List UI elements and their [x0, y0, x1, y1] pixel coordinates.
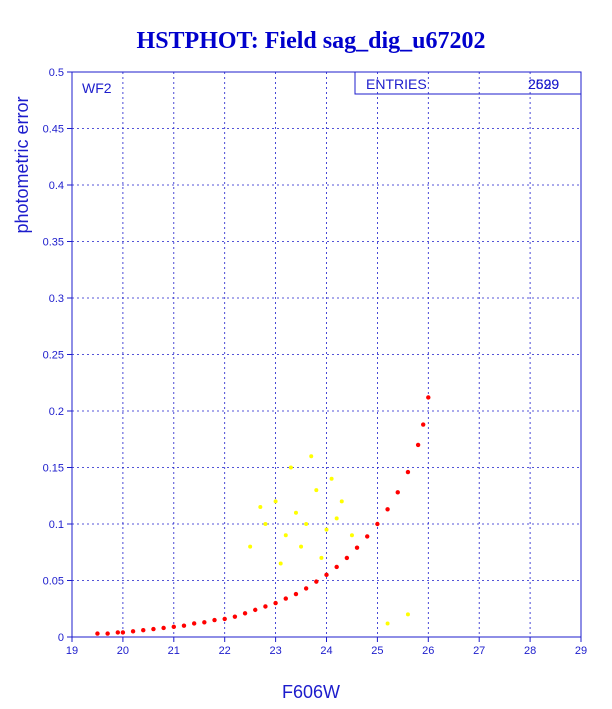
- red-data-point: [426, 395, 431, 400]
- red-data-point: [421, 422, 426, 427]
- red-data-point: [293, 591, 299, 597]
- yellow-data-point: [405, 612, 410, 617]
- yellow-data-point: [334, 516, 339, 521]
- x-tick-label: 26: [422, 645, 434, 657]
- yellow-data-point: [288, 465, 293, 470]
- x-tick-label: 27: [473, 645, 485, 657]
- yellow-data-point: [299, 544, 304, 549]
- yellow-data-point: [263, 522, 268, 526]
- red-data-point: [344, 555, 350, 561]
- chart-title: HSTPHOT: Field sag_dig_u67202: [137, 28, 486, 54]
- x-tick-label: 21: [168, 645, 180, 657]
- red-data-point: [171, 624, 176, 630]
- red-data-point: [283, 596, 288, 601]
- red-data-point: [202, 620, 207, 625]
- yellow-data-point: [304, 522, 309, 526]
- y-tick-label: 0: [58, 632, 64, 644]
- x-tick-label: 23: [269, 645, 281, 657]
- x-axis-ticks: 19 20 21 22 23 24 25 26 27 28 29: [66, 637, 587, 657]
- yellow-data-point: [324, 527, 329, 532]
- y-tick-label: 0.2: [49, 406, 64, 418]
- red-data-point: [324, 572, 329, 578]
- red-data-point: [151, 626, 156, 632]
- red-data-point: [314, 579, 319, 584]
- yellow-data-point: [319, 555, 324, 560]
- yellow-data-point: [385, 621, 390, 626]
- yellow-data-point: [314, 488, 319, 493]
- yellow-data-point: [339, 499, 344, 504]
- red-data-point: [303, 586, 309, 591]
- stats-entries-value-1: 2599: [528, 76, 559, 92]
- stats-entries-label: ENTRIES: [366, 76, 427, 92]
- x-axis-label: F606W: [282, 682, 340, 702]
- x-tick-label: 20: [117, 645, 129, 657]
- yellow-data-point: [309, 454, 314, 459]
- red-data-point: [405, 469, 411, 475]
- yellow-data-point: [283, 533, 288, 538]
- red-data-point: [273, 600, 278, 606]
- data-points: [95, 395, 431, 636]
- red-data-point: [115, 630, 121, 635]
- red-data-point: [232, 614, 238, 619]
- x-tick-label: 28: [524, 645, 536, 657]
- yellow-data-point: [273, 499, 278, 504]
- y-axis-label: photometric error: [12, 96, 32, 233]
- red-data-point: [415, 442, 421, 448]
- stats-box: [354, 71, 582, 95]
- red-data-point: [105, 631, 110, 636]
- x-tick-label: 22: [219, 645, 231, 657]
- y-tick-label: 0.15: [43, 463, 64, 475]
- red-data-point: [130, 629, 136, 634]
- yellow-data-point: [349, 533, 354, 538]
- red-data-point: [181, 623, 187, 628]
- y-tick-label: 0.25: [43, 350, 64, 362]
- red-data-point: [263, 604, 268, 609]
- y-tick-label: 0.5: [49, 67, 64, 79]
- red-data-point: [222, 616, 227, 622]
- yellow-data-point: [293, 510, 298, 515]
- y-tick-label: 0.4: [49, 180, 64, 192]
- x-tick-label: 25: [371, 645, 383, 657]
- red-data-point: [253, 607, 258, 613]
- grid-lines: [72, 72, 581, 637]
- y-tick-label: 0.35: [43, 237, 64, 249]
- red-data-point: [354, 545, 360, 550]
- yellow-data-point: [278, 561, 283, 566]
- y-axis-ticks: 0 0.05 0.1 0.15 0.2 0.25 0.3 0.35 0.4 0.45 0.5: [43, 67, 72, 644]
- x-tick-label: 19: [66, 645, 78, 657]
- red-data-point: [385, 507, 390, 512]
- red-data-point: [161, 625, 166, 631]
- stats-entries-value-2: 2629: [528, 76, 559, 92]
- red-data-point: [95, 631, 100, 636]
- y-tick-label: 0.1: [49, 519, 64, 531]
- y-tick-label: 0.45: [43, 124, 64, 136]
- y-tick-label: 0.3: [49, 293, 64, 305]
- red-data-point: [120, 630, 126, 635]
- yellow-data-point: [248, 544, 253, 549]
- red-data-point: [242, 611, 248, 616]
- red-data-point: [395, 490, 400, 495]
- red-data-point: [365, 534, 370, 539]
- yellow-data-point: [258, 505, 263, 510]
- yellow-data-point: [329, 476, 334, 481]
- x-tick-label: 29: [575, 645, 587, 657]
- red-data-point: [141, 628, 146, 633]
- red-data-point: [191, 621, 197, 626]
- panel-label: WF2: [82, 80, 112, 96]
- x-tick-label: 24: [320, 645, 332, 657]
- y-tick-label: 0.05: [43, 576, 64, 588]
- red-data-point: [212, 617, 217, 623]
- red-data-point: [375, 521, 380, 527]
- red-data-point: [334, 564, 339, 570]
